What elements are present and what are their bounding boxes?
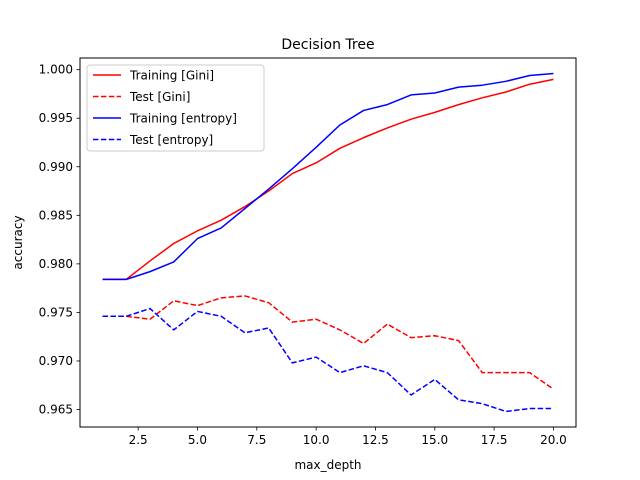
- plot-frame: [79, 57, 577, 428]
- plot-lines: [102, 72, 554, 413]
- legend-label-test-entropy: Test [entropy]: [129, 133, 213, 147]
- x-tick-label: 12.5: [362, 433, 389, 447]
- y-tick-label: 0.965: [39, 403, 73, 417]
- series-line-test-entropy: [102, 307, 554, 413]
- legend: Training [Gini] Test [Gini] Training [entr…: [86, 64, 265, 152]
- legend-label-test-gini: Test [Gini]: [129, 90, 190, 104]
- legend-box: [86, 64, 265, 152]
- series-line-training-gini: [102, 78, 554, 281]
- x-tick-label: 17.5: [481, 433, 508, 447]
- x-tick-label: 7.5: [247, 433, 266, 447]
- x-tick-label: 10.0: [303, 433, 330, 447]
- y-axis-label: accuracy: [11, 215, 25, 269]
- x-axis: 2.5 5.0 7.5 10.0 12.5 15.0 17.5 20.0: [129, 427, 567, 447]
- y-tick-label: 0.980: [39, 257, 73, 271]
- x-tick-label: 20.0: [540, 433, 567, 447]
- series-line-test-gini: [102, 295, 554, 390]
- y-tick-label: 0.990: [39, 160, 73, 174]
- x-tick-label: 15.0: [421, 433, 448, 447]
- y-axis: 0.965 0.970 0.975 0.980 0.985 0.990 0.995 1.000: [39, 63, 80, 417]
- x-tick-label: 2.5: [129, 433, 148, 447]
- y-tick-label: 0.975: [39, 305, 73, 319]
- y-tick-label: 1.000: [39, 63, 73, 77]
- legend-label-training-entropy: Training [entropy]: [129, 112, 237, 126]
- x-tick-label: 5.0: [188, 433, 207, 447]
- x-axis-label: max_depth: [294, 458, 361, 472]
- legend-label-training-gini: Training [Gini]: [129, 69, 214, 83]
- chart-title: Decision Tree: [281, 37, 374, 53]
- series-line-training-entropy: [102, 72, 554, 281]
- y-tick-label: 0.970: [39, 354, 73, 368]
- y-tick-label: 0.985: [39, 208, 73, 222]
- y-tick-label: 0.995: [39, 111, 73, 125]
